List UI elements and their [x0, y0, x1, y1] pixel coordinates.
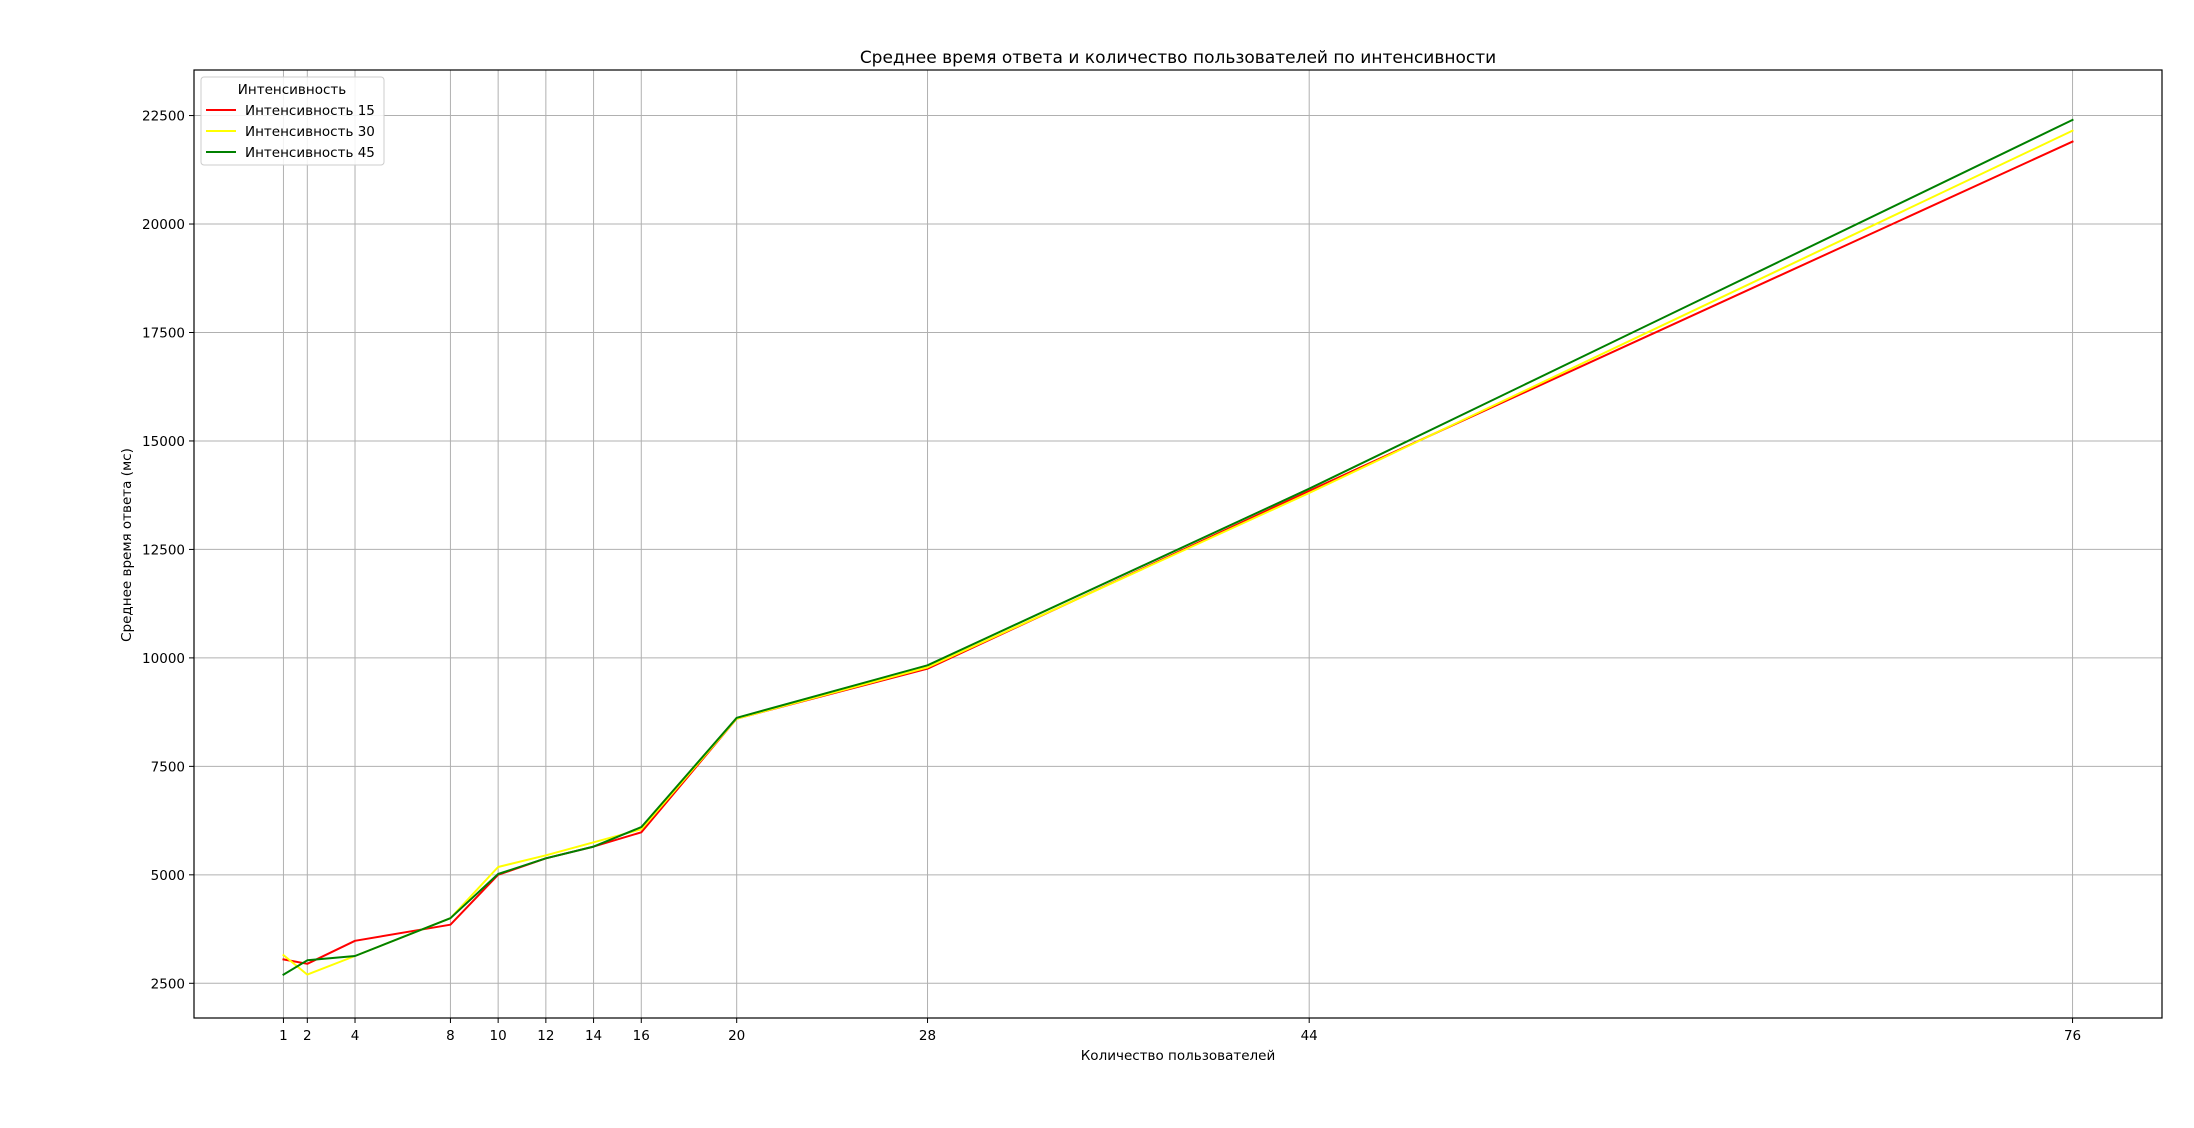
series-line-2	[282, 118, 2074, 976]
y-tick-label: 17500	[142, 325, 185, 341]
y-tick-label: 2500	[151, 976, 185, 992]
y-tick-label: 22500	[142, 109, 185, 125]
y-tick-label: 5000	[151, 868, 185, 884]
y-tick-label: 7500	[151, 759, 185, 775]
x-tick-label: 20	[728, 1028, 745, 1044]
x-tick-label: 28	[919, 1028, 936, 1044]
x-tick-label: 44	[1301, 1028, 1318, 1044]
y-tick-label: 12500	[142, 542, 185, 558]
x-tick-label: 14	[585, 1028, 602, 1044]
legend: Интенсивность Интенсивность 15 Интенсивн…	[200, 76, 385, 166]
axis-ticks: 1 2 4 8 10 12 14 16 20 28 44 76 2500 5000 7500 10000 125…	[142, 109, 2081, 1044]
x-tick-label: 4	[351, 1028, 360, 1044]
x-tick-label: 2	[303, 1028, 312, 1044]
legend-box	[200, 76, 385, 166]
x-axis-label: Количество пользователей	[1081, 1048, 1276, 1064]
legend-label-intensity-15: Интенсивность 15	[245, 103, 375, 119]
y-tick-label: 15000	[142, 434, 185, 450]
plot-area-frame	[193, 69, 2163, 1019]
y-axis-label: Среднее время ответа (мс)	[119, 448, 135, 642]
x-tick-label: 16	[633, 1028, 650, 1044]
x-tick-label: 76	[2064, 1028, 2081, 1044]
y-tick-label: 20000	[142, 217, 185, 233]
x-tick-label: 8	[446, 1028, 455, 1044]
y-tick-label: 10000	[142, 651, 185, 667]
legend-label-intensity-45: Интенсивность 45	[245, 145, 375, 161]
chart-title: Среднее время ответа и количество пользо…	[860, 48, 1496, 68]
series-line-1	[282, 129, 2074, 976]
x-tick-label: 12	[537, 1028, 554, 1044]
legend-label-intensity-30: Интенсивность 30	[245, 124, 375, 140]
legend-title: Интенсивность	[238, 82, 346, 98]
series-lines	[282, 118, 2074, 976]
x-tick-label: 1	[279, 1028, 288, 1044]
x-tick-label: 10	[490, 1028, 507, 1044]
